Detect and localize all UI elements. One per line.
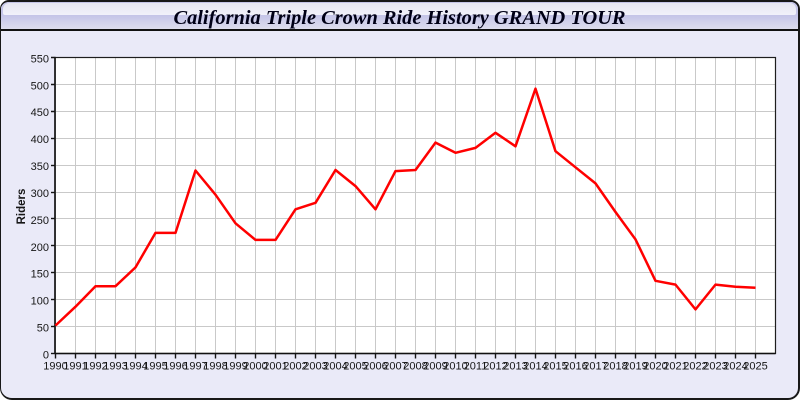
svg-text:200: 200 — [31, 242, 49, 254]
svg-text:2006: 2006 — [363, 361, 387, 373]
svg-text:2023: 2023 — [703, 361, 727, 373]
svg-text:2011: 2011 — [464, 361, 488, 373]
svg-text:2016: 2016 — [563, 361, 587, 373]
svg-text:1997: 1997 — [183, 361, 207, 373]
svg-text:2012: 2012 — [483, 361, 507, 373]
svg-text:550: 550 — [31, 53, 49, 65]
svg-text:50: 50 — [37, 323, 49, 335]
svg-text:2025: 2025 — [743, 361, 767, 373]
svg-text:2024: 2024 — [723, 361, 747, 373]
svg-text:2009: 2009 — [423, 361, 447, 373]
svg-text:2022: 2022 — [683, 361, 707, 373]
svg-text:400: 400 — [31, 134, 49, 146]
svg-text:2000: 2000 — [243, 361, 267, 373]
svg-text:2013: 2013 — [503, 361, 527, 373]
svg-text:2005: 2005 — [343, 361, 367, 373]
svg-text:1993: 1993 — [103, 361, 127, 373]
svg-text:2019: 2019 — [623, 361, 647, 373]
svg-text:500: 500 — [31, 80, 49, 92]
svg-text:2018: 2018 — [603, 361, 627, 373]
svg-text:2008: 2008 — [403, 361, 427, 373]
svg-text:2004: 2004 — [323, 361, 347, 373]
svg-text:Riders: Riders — [16, 189, 28, 225]
svg-text:1998: 1998 — [203, 361, 227, 373]
svg-text:100: 100 — [31, 296, 49, 308]
svg-text:1995: 1995 — [143, 361, 167, 373]
svg-text:150: 150 — [31, 269, 49, 281]
svg-text:250: 250 — [31, 215, 49, 227]
svg-text:2014: 2014 — [523, 361, 547, 373]
svg-text:1999: 1999 — [223, 361, 247, 373]
svg-text:1996: 1996 — [163, 361, 187, 373]
svg-text:2001: 2001 — [263, 361, 287, 373]
svg-text:300: 300 — [31, 188, 49, 200]
svg-text:2015: 2015 — [543, 361, 567, 373]
svg-text:450: 450 — [31, 107, 49, 119]
svg-text:2021: 2021 — [663, 361, 687, 373]
svg-text:1994: 1994 — [123, 361, 147, 373]
svg-text:2003: 2003 — [303, 361, 327, 373]
svg-text:350: 350 — [31, 161, 49, 173]
svg-text:2007: 2007 — [383, 361, 407, 373]
svg-text:0: 0 — [43, 349, 49, 361]
svg-text:2017: 2017 — [583, 361, 607, 373]
svg-text:1990: 1990 — [43, 361, 67, 373]
svg-text:2010: 2010 — [443, 361, 467, 373]
svg-text:2020: 2020 — [643, 361, 667, 373]
svg-text:1991: 1991 — [63, 361, 87, 373]
svg-text:1992: 1992 — [83, 361, 107, 373]
svg-text:2002: 2002 — [283, 361, 307, 373]
